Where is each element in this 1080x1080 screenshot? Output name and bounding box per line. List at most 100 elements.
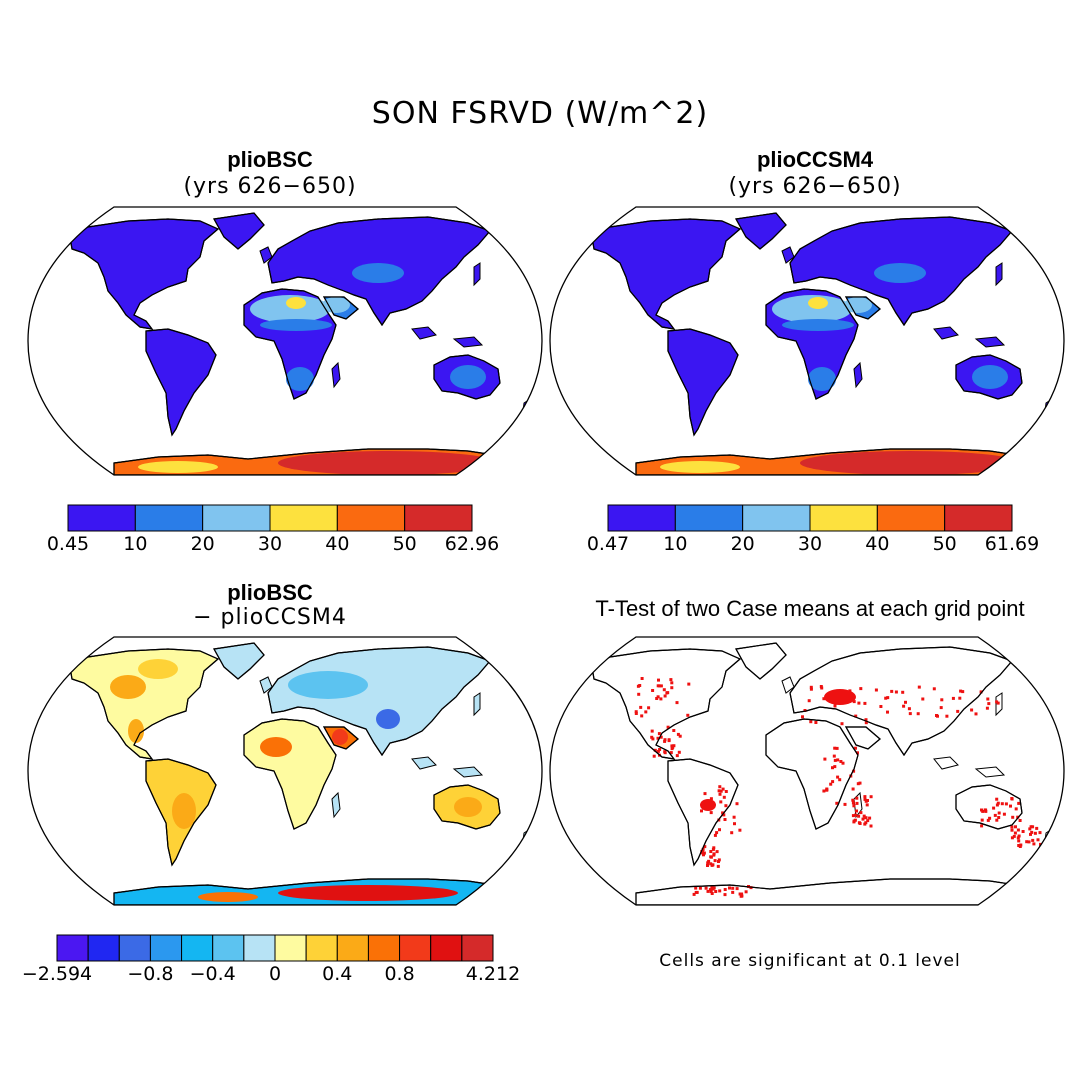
signif-cell: [1010, 828, 1014, 832]
signif-cell: [1002, 812, 1006, 816]
signif-cell: [657, 678, 660, 682]
signif-cell: [855, 809, 858, 813]
island-newguinea: [974, 766, 1006, 778]
outline-namerica: [591, 648, 742, 760]
signif-cell: [863, 795, 867, 799]
signif-cell: [1027, 840, 1031, 844]
signif-cell: [692, 892, 696, 896]
panel-c-subtitle: − plioCCSM4: [193, 605, 347, 630]
island-newguinea: [452, 336, 484, 348]
signif-cell: [1031, 825, 1035, 829]
signif-cell: [1017, 839, 1021, 843]
signif-cell: [712, 846, 716, 850]
outline-greenland: [735, 642, 787, 680]
signif-cell: [701, 850, 705, 854]
signif-cell: [717, 789, 721, 793]
antarctica-core: [800, 451, 1020, 475]
signif-cell: [980, 824, 984, 828]
signif-cell: [1016, 828, 1020, 832]
outline-antarctica: [113, 448, 510, 475]
signif-cell: [658, 748, 662, 751]
signif-cell: [996, 701, 1000, 705]
outline-samerica: [667, 758, 739, 867]
signif-cell: [855, 796, 859, 800]
colorbar-label: 30: [797, 533, 823, 555]
signif-cell: [995, 700, 999, 704]
samerica-warm: [172, 793, 196, 829]
signif-cell: [659, 684, 663, 688]
signif-cell: [974, 712, 978, 716]
colorbar-swatch: [430, 934, 463, 962]
map-frame: [27, 636, 543, 906]
signif-cell: [864, 799, 868, 803]
panel-d-map: [549, 636, 1065, 906]
signif-cell: [825, 787, 829, 791]
signif-cell: [670, 686, 674, 690]
signif-cell: [655, 697, 659, 700]
signif-cell: [659, 735, 663, 739]
signif-cell: [958, 696, 962, 700]
signif-cell: [863, 822, 867, 826]
signif-cell: [717, 858, 721, 862]
panel-a-title: plioBSC: [227, 147, 313, 172]
signif-cell: [718, 828, 721, 832]
signif-cell: [861, 817, 865, 821]
signif-cell: [959, 689, 963, 693]
signif-cell: [644, 710, 648, 714]
colorbar-swatch: [56, 934, 89, 962]
signif-cell: [730, 831, 734, 835]
signif-cell: [722, 813, 726, 817]
signif-cell: [857, 701, 861, 705]
central-asia-band: [352, 263, 404, 283]
signif-cell: [1009, 804, 1012, 808]
signif-cell: [723, 893, 727, 897]
signif-cell: [854, 714, 858, 718]
signif-cell: [995, 803, 999, 807]
australia-band: [972, 365, 1008, 389]
signif-cell: [663, 694, 667, 698]
signif-cell: [721, 811, 725, 815]
signif-cell: [902, 704, 906, 708]
signif-cell: [857, 814, 861, 818]
signif-cell: [886, 710, 889, 714]
colorbar-label: −0.4: [189, 963, 236, 985]
signif-cell: [833, 704, 837, 708]
signif-cell: [740, 894, 744, 898]
signif-cell: [981, 809, 985, 813]
signif-cell: [1019, 843, 1023, 847]
signif-cell: [1017, 834, 1021, 838]
signif-cell: [1029, 832, 1032, 836]
signif-cell: [662, 688, 666, 692]
signif-cell: [640, 714, 644, 718]
island-madagascar: [331, 791, 341, 819]
island-madagascar: [331, 361, 341, 389]
colorbar-swatch: [67, 504, 136, 532]
signif-cell: [838, 778, 842, 782]
signif-cell: [840, 722, 844, 726]
signif-cell: [819, 685, 823, 688]
outline-samerica: [667, 328, 739, 437]
signif-cell: [634, 710, 638, 714]
colorbar-label: 50: [932, 533, 957, 555]
signif-cell: [715, 831, 719, 835]
signif-cell: [658, 684, 662, 688]
panel-b-map: [549, 206, 1065, 476]
signif-cell: [951, 696, 955, 700]
signif-cell: [807, 699, 811, 703]
outline-australia: [955, 784, 1023, 830]
signif-cell: [831, 780, 835, 784]
signif-cluster-brazil: [700, 799, 716, 811]
antarctica-peninsula: [660, 461, 740, 473]
australia-band: [450, 365, 486, 389]
signif-cell: [858, 781, 862, 785]
signif-cell: [707, 859, 711, 863]
outline-samerica: [145, 758, 217, 867]
signif-cell: [714, 890, 718, 893]
signif-cell: [1013, 831, 1017, 835]
signif-cell: [1014, 825, 1017, 829]
island-indonesia: [411, 326, 437, 340]
canada-warm: [110, 675, 146, 699]
signif-cell: [718, 785, 722, 789]
signif-cell: [868, 816, 872, 820]
